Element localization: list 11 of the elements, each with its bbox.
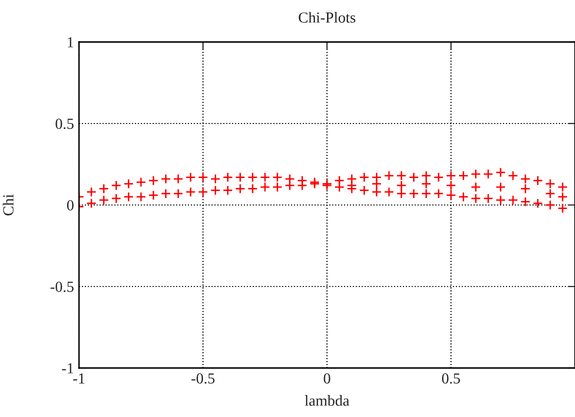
x-tick-label: -0.5 [191, 373, 214, 384]
y-tick-label: 0.5 [56, 118, 74, 130]
chart-title: Chi-Plots [298, 12, 356, 23]
y-tick-label: -0.5 [50, 282, 74, 292]
y-tick-label: 0 [67, 200, 74, 210]
x-tick-label: 0 [324, 373, 330, 384]
x-axis-title: lambda [304, 395, 350, 406]
y-tick-label: -1 [62, 363, 74, 374]
y-axis-title: Chi [2, 194, 14, 216]
x-tick-label: 0.5 [442, 373, 460, 384]
y-tick-label: 1 [68, 37, 74, 48]
